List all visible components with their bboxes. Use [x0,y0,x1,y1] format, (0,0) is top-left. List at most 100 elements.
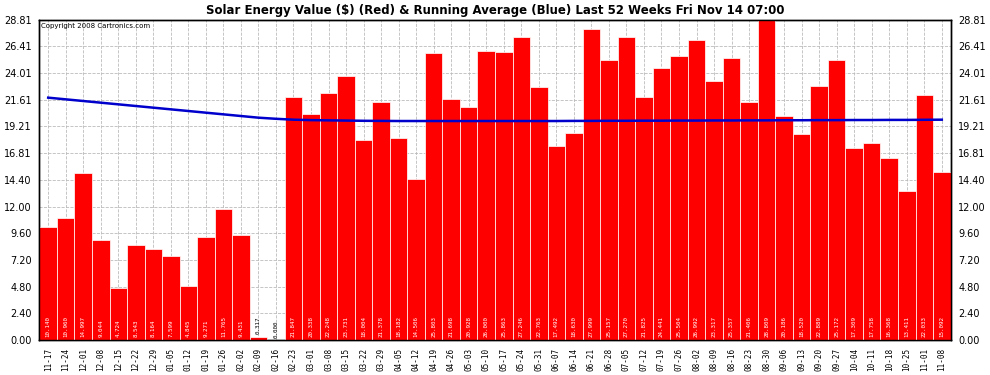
Text: 8.164: 8.164 [150,319,155,337]
Text: 14.997: 14.997 [81,316,86,337]
Bar [197,237,215,340]
Text: 8.543: 8.543 [134,319,139,337]
Bar [215,209,233,340]
Text: 20.928: 20.928 [466,316,471,337]
Bar [688,40,705,340]
Bar [845,148,863,340]
Text: 21.406: 21.406 [746,316,751,337]
Bar [775,116,793,340]
Text: 13.411: 13.411 [904,316,909,337]
Text: 7.599: 7.599 [168,319,173,337]
Text: 21.847: 21.847 [291,316,296,337]
Text: 22.033: 22.033 [922,316,927,337]
Bar [898,191,916,340]
Text: 18.520: 18.520 [799,316,804,337]
Text: 26.992: 26.992 [694,316,699,337]
Bar [933,172,950,340]
Bar [162,256,179,340]
Text: 21.825: 21.825 [642,316,646,337]
Bar [793,134,811,340]
Bar [652,68,670,340]
Bar [460,107,477,340]
Bar [302,114,320,340]
Text: 17.309: 17.309 [851,316,856,337]
Bar [110,288,127,340]
Bar [179,286,197,340]
Bar [57,218,74,340]
Bar [249,336,267,340]
Text: 28.809: 28.809 [764,316,769,337]
Text: 18.630: 18.630 [571,316,576,337]
Text: 26.000: 26.000 [484,316,489,337]
Text: 17.492: 17.492 [553,316,558,337]
Bar [477,51,495,340]
Bar [916,95,933,340]
Text: 23.317: 23.317 [712,316,717,337]
Bar [74,173,92,340]
Bar [408,179,425,340]
Text: 23.731: 23.731 [344,316,348,337]
Text: 20.186: 20.186 [782,316,787,337]
Bar [757,20,775,340]
Bar [705,81,723,340]
Text: 9.431: 9.431 [239,319,244,337]
Text: 20.338: 20.338 [309,316,314,337]
Text: 15.092: 15.092 [940,316,944,337]
Bar [233,235,249,340]
Text: 10.140: 10.140 [46,316,50,337]
Bar [670,57,688,340]
Bar [390,138,408,340]
Text: 25.504: 25.504 [676,316,681,337]
Text: 27.246: 27.246 [519,316,524,337]
Text: 18.182: 18.182 [396,316,401,337]
Text: 22.763: 22.763 [537,316,542,337]
Bar [145,249,162,340]
Text: 17.758: 17.758 [869,316,874,337]
Title: Solar Energy Value ($) (Red) & Running Average (Blue) Last 52 Weeks Fri Nov 14 0: Solar Energy Value ($) (Red) & Running A… [206,4,784,17]
Text: 25.157: 25.157 [607,316,612,337]
Bar [127,245,145,340]
Text: 14.506: 14.506 [414,316,419,337]
Text: 27.270: 27.270 [624,316,629,337]
Bar [40,227,57,340]
Bar [547,146,565,340]
Bar [618,37,636,340]
Bar [741,102,757,340]
Bar [880,158,898,340]
Bar [582,29,600,340]
Text: 18.004: 18.004 [361,316,366,337]
Text: 21.698: 21.698 [448,316,453,337]
Text: 11.765: 11.765 [221,316,226,337]
Bar [723,58,741,340]
Bar [495,53,513,340]
Text: 25.357: 25.357 [729,316,734,337]
Bar [92,240,110,340]
Text: 0.317: 0.317 [256,317,261,334]
Bar [828,60,845,340]
Bar [338,76,354,340]
Text: 21.378: 21.378 [378,316,383,337]
Bar [600,60,618,340]
Text: 4.724: 4.724 [116,319,121,337]
Text: 16.368: 16.368 [887,316,892,337]
Bar [863,142,880,340]
Bar [443,99,460,340]
Bar [811,86,828,340]
Text: 9.271: 9.271 [203,319,208,337]
Bar [513,37,530,340]
Text: 25.803: 25.803 [432,316,437,337]
Text: Copyright 2008 Cartronics.com: Copyright 2008 Cartronics.com [42,23,150,29]
Bar [636,98,652,340]
Text: 9.044: 9.044 [98,319,103,337]
Text: 24.441: 24.441 [659,316,664,337]
Text: 27.999: 27.999 [589,316,594,337]
Bar [565,133,582,340]
Bar [285,97,302,340]
Text: 22.248: 22.248 [326,316,331,337]
Bar [354,140,372,340]
Bar [425,53,443,340]
Bar [372,102,390,340]
Text: 25.172: 25.172 [835,316,840,337]
Text: 25.863: 25.863 [501,316,506,337]
Text: 10.960: 10.960 [63,316,68,337]
